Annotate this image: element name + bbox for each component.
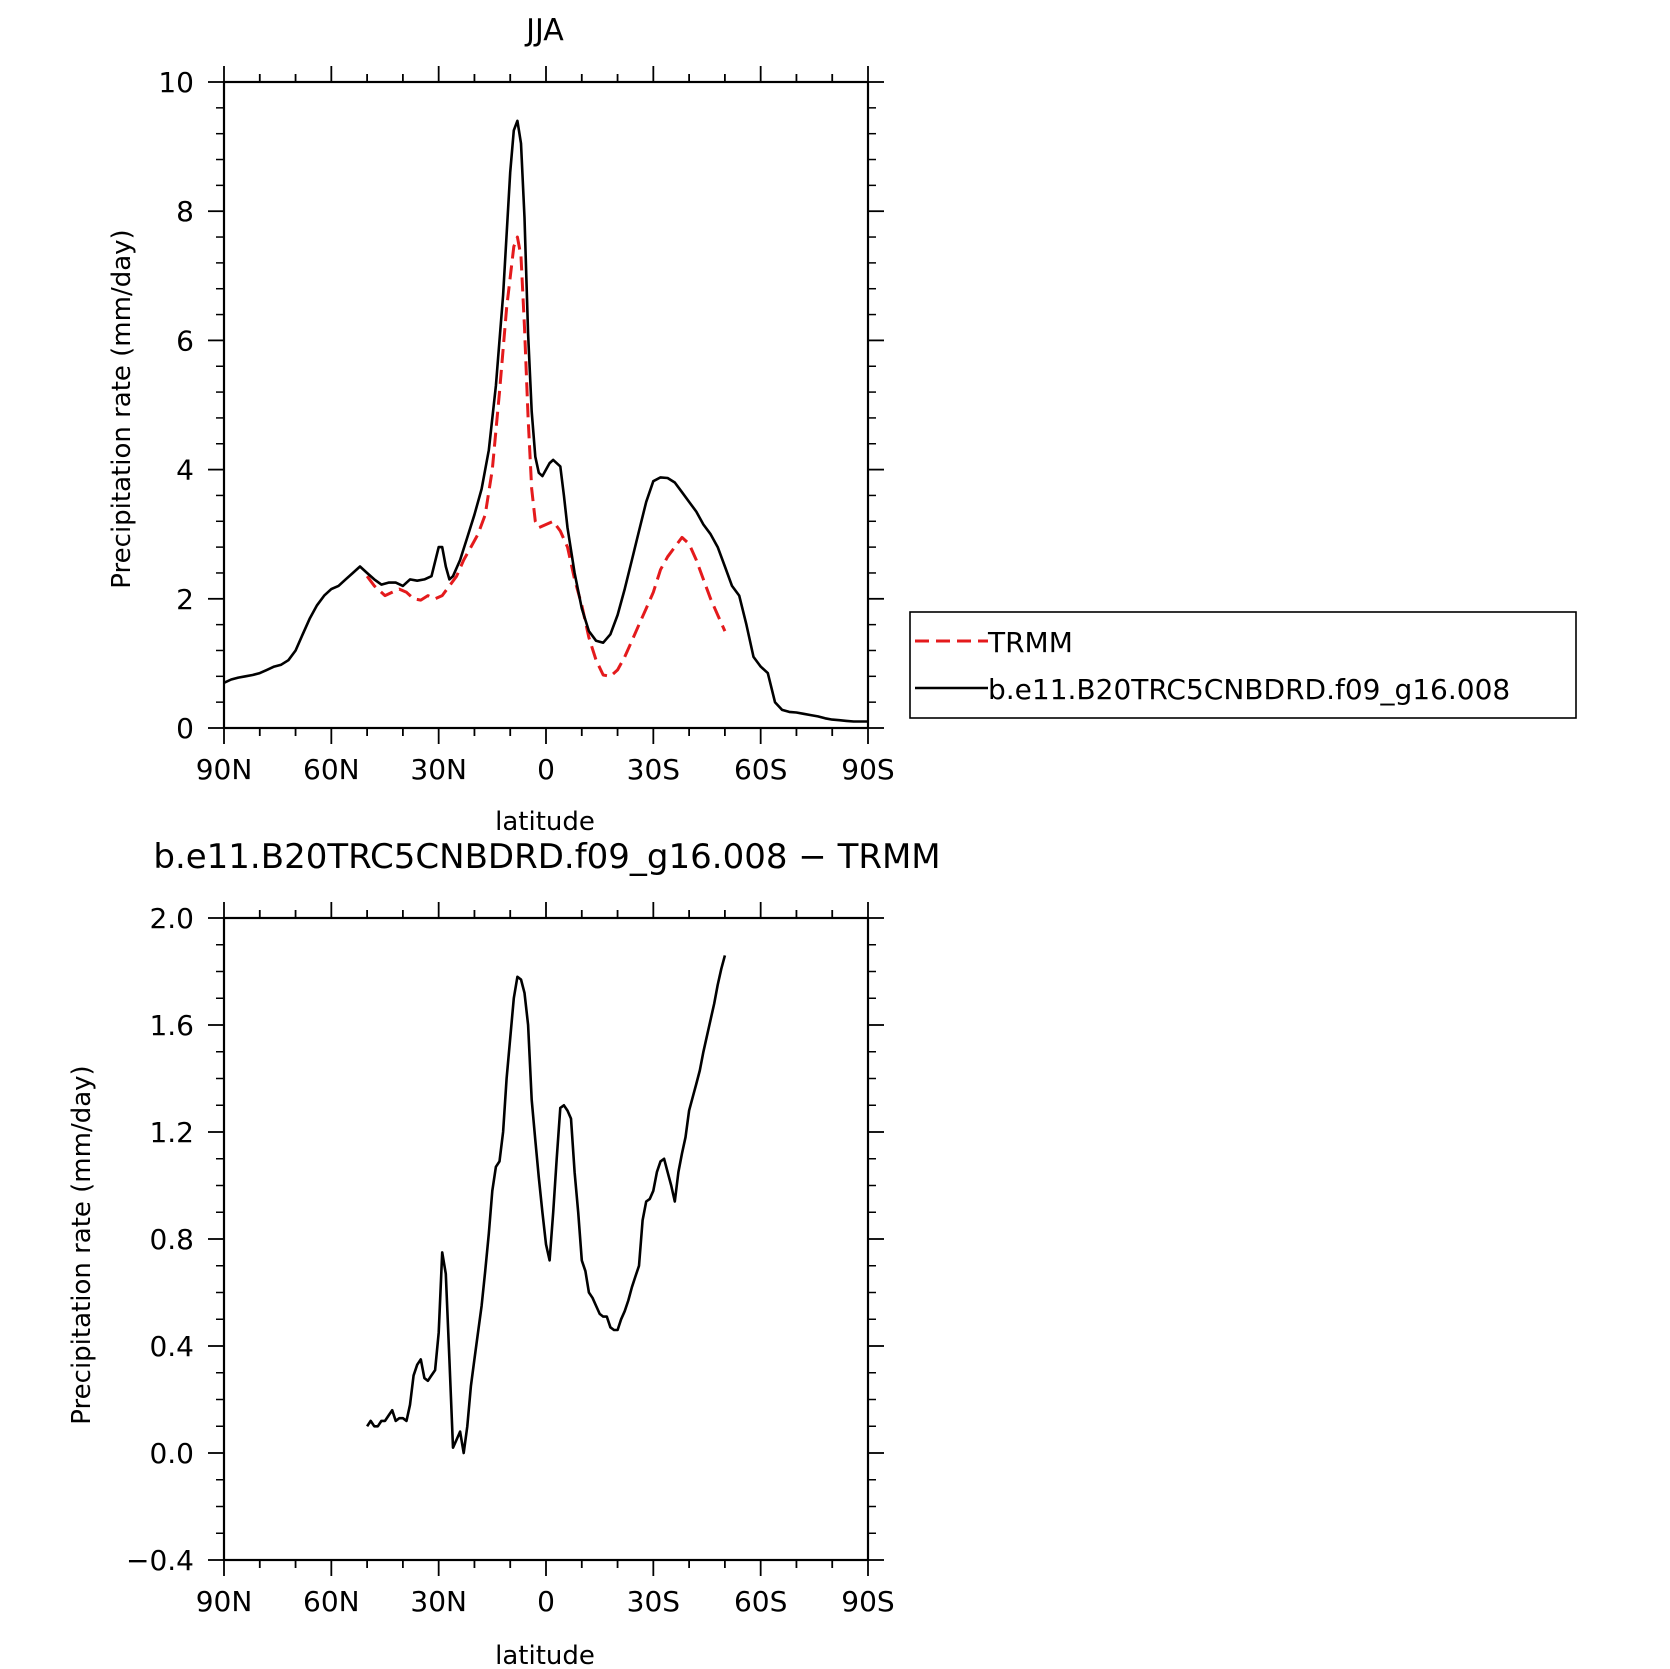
legend: TRMM b.e11.B20TRC5CNBDRD.f09_g16.008 <box>909 611 1577 719</box>
bottom-panel-x-tick-label: 30N <box>410 1585 467 1618</box>
top-panel-y-tick-label: 6 <box>176 324 194 357</box>
top-panel: JJA latitude Precipitation rate (mm/day)… <box>107 13 895 837</box>
top-panel-x-tick-label: 30S <box>627 753 680 786</box>
bottom-panel-x-tick-label: 0 <box>537 1585 555 1618</box>
top-panel-y-axis-label: Precipitation rate (mm/day) <box>107 229 137 588</box>
top-panel-series-line-model <box>223 119 868 723</box>
bottom-panel-x-tick-label: 90N <box>196 1585 253 1618</box>
top-panel-x-tick-label: 0 <box>537 753 555 786</box>
top-panel-x-tick-label: 90S <box>841 753 894 786</box>
bottom-panel-y-tick-label: 0.0 <box>149 1437 194 1470</box>
top-panel-x-tick-label: 30N <box>410 753 467 786</box>
bottom-panel-y-axis-label: Precipitation rate (mm/day) <box>67 1065 97 1424</box>
bottom-panel-title: b.e11.B20TRC5CNBDRD.f09_g16.008 − TRMM <box>153 837 940 877</box>
bottom-panel-y-tick-label: 2.0 <box>149 902 194 935</box>
legend-label-model: b.e11.B20TRC5CNBDRD.f09_g16.008 <box>988 673 1510 706</box>
top-panel-series-line-trmm <box>365 235 727 678</box>
top-panel-x-tick-label: 60S <box>734 753 787 786</box>
bottom-panel-y-tick-label: −0.4 <box>126 1544 194 1577</box>
bottom-panel-y-tick-label: 0.8 <box>149 1223 194 1256</box>
top-panel-y-tick-label: 2 <box>176 583 194 616</box>
bottom-panel: b.e11.B20TRC5CNBDRD.f09_g16.008 − TRMM l… <box>67 837 941 1669</box>
bottom-panel-x-tick-label: 60N <box>303 1585 360 1618</box>
top-panel-y-tick-label: 4 <box>176 454 194 487</box>
top-panel-title: JJA <box>524 13 564 48</box>
legend-label-trmm: TRMM <box>987 626 1073 659</box>
bottom-panel-x-tick-label: 30S <box>627 1585 680 1618</box>
top-panel-x-tick-label: 60N <box>303 753 360 786</box>
top-panel-x-tick-label: 90N <box>196 753 253 786</box>
top-panel-x-axis-label: latitude <box>495 807 595 837</box>
bottom-panel-x-axis-label: latitude <box>495 1641 595 1669</box>
top-panel-y-tick-label: 10 <box>158 66 194 99</box>
legend-box <box>909 611 1577 719</box>
bottom-panel-x-tick-label: 60S <box>734 1585 787 1618</box>
bottom-panel-y-tick-label: 0.4 <box>149 1330 194 1363</box>
top-panel-y-tick-label: 8 <box>176 195 194 228</box>
bottom-panel-y-tick-label: 1.6 <box>149 1009 194 1042</box>
bottom-panel-series-line-model <box>366 955 727 1455</box>
bottom-panel-x-tick-label: 90S <box>841 1585 894 1618</box>
top-panel-y-tick-label: 0 <box>176 712 194 745</box>
bottom-panel-y-tick-label: 1.2 <box>149 1116 194 1149</box>
